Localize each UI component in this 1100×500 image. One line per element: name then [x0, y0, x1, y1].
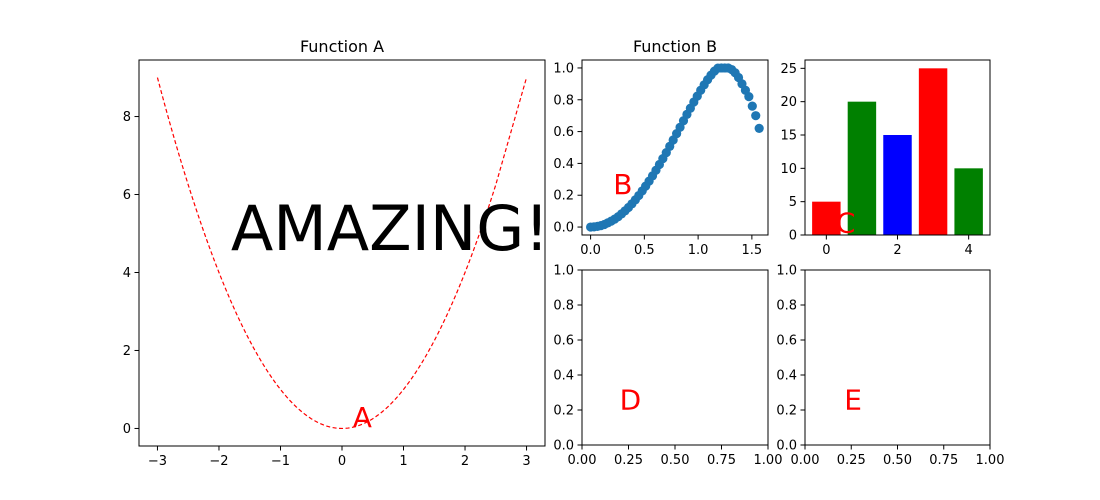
x-tick-label: 1.0 [688, 243, 709, 258]
x-tick-label: 3 [522, 454, 530, 469]
bar [847, 101, 877, 235]
y-tick-label: 20 [780, 95, 797, 110]
x-tick-label: 1.00 [754, 453, 783, 468]
x-tick-label: 1.00 [976, 453, 1005, 468]
y-tick-label: 0.8 [776, 299, 797, 314]
x-tick-label: 0.25 [614, 453, 643, 468]
x-tick-label: 2 [893, 243, 901, 258]
x-tick-label: −3 [148, 454, 167, 469]
subplot-a: −3 −2 −1 0 1 2 3 0 2 4 6 8 Function A A [123, 37, 546, 469]
y-tick-label: 0.2 [553, 404, 574, 419]
bar [954, 168, 983, 235]
y-tick-label: 1.0 [776, 264, 797, 279]
y-tick-label: 0.8 [553, 299, 574, 314]
subplot-title: Function B [633, 37, 717, 56]
y-tick-label: 0.6 [553, 125, 574, 140]
subplot-d: 0.00 0.25 0.50 0.75 1.00 0.0 0.2 0.4 0.6 0.8 1.0 D [553, 264, 782, 469]
y-tick-label: 0.6 [776, 334, 797, 349]
x-tick-label: 0.50 [883, 453, 912, 468]
subplot-b: 0.0 0.5 1.0 1.5 0.0 0.2 0.4 0.6 0.8 1.0 Function B… [553, 37, 769, 258]
y-tick-label: 15 [780, 129, 797, 144]
x-tick-label: 0.5 [634, 243, 655, 258]
y-tick-label: 0.8 [553, 93, 574, 108]
x-tick-label: −1 [271, 454, 290, 469]
y-tick-label: 10 [780, 162, 797, 177]
y-tick-label: 0.4 [776, 369, 797, 384]
x-tick-label: 0.50 [661, 453, 690, 468]
x-tick-label: 0.75 [929, 453, 958, 468]
scatter-point [744, 91, 754, 102]
bar [883, 135, 912, 235]
y-tick-label: 2 [123, 344, 131, 359]
x-tick-label: 1.5 [742, 243, 763, 258]
x-tick-label: 2 [461, 454, 469, 469]
x-tick-label: 0 [338, 454, 346, 469]
scatter-point [751, 111, 761, 121]
scatter-point [754, 123, 764, 134]
y-tick-label: 8 [123, 110, 131, 125]
subplot-title: Function A [300, 37, 384, 56]
panel-label: C [836, 207, 856, 240]
y-tick-label: 0.4 [553, 157, 574, 172]
x-tick-label: 0 [822, 243, 830, 258]
y-tick-label: 0 [123, 422, 131, 437]
y-tick-label: 0.2 [553, 189, 574, 204]
scatter-point [747, 101, 757, 111]
y-tick-label: 0.4 [553, 369, 574, 384]
x-tick-label: −2 [209, 454, 228, 469]
y-tick-label: 0.0 [553, 221, 574, 236]
x-tick-label: 0.0 [580, 243, 601, 258]
subplot-e: 0.00 0.25 0.50 0.75 1.00 0.0 0.2 0.4 0.6 0.8 1.0 E [776, 264, 1004, 469]
x-tick-label: 1 [399, 454, 407, 469]
panel-label: E [844, 383, 862, 416]
y-tick-label: 0.0 [553, 439, 574, 454]
subplot-c: 0 2 4 0 5 10 15 20 25 C [780, 59, 991, 258]
bar [812, 201, 841, 235]
y-tick-label: 0.0 [776, 439, 797, 454]
x-tick-label: 4 [965, 243, 973, 258]
y-tick-label: 5 [789, 195, 797, 210]
y-tick-label: 0.6 [553, 334, 574, 349]
axes-frame [581, 59, 769, 236]
y-tick-label: 1.0 [553, 61, 574, 76]
x-tick-label: 0.75 [707, 453, 736, 468]
x-tick-label: 0.00 [791, 453, 820, 468]
series-line-a [156, 77, 528, 430]
x-tick-label: 0.00 [568, 453, 597, 468]
y-tick-label: 0 [789, 229, 797, 244]
y-tick-label: 6 [123, 188, 131, 203]
y-tick-label: 25 [780, 62, 797, 77]
panel-label: B [613, 168, 632, 201]
y-tick-label: 0.2 [776, 404, 797, 419]
y-tick-label: 4 [123, 266, 131, 281]
y-tick-label: 1.0 [553, 264, 574, 279]
figure-overlay-text: AMAZING! [231, 192, 549, 265]
bar [918, 68, 948, 235]
x-tick-label: 0.25 [837, 453, 866, 468]
panel-label: D [620, 383, 642, 416]
panel-label: A [353, 401, 372, 434]
